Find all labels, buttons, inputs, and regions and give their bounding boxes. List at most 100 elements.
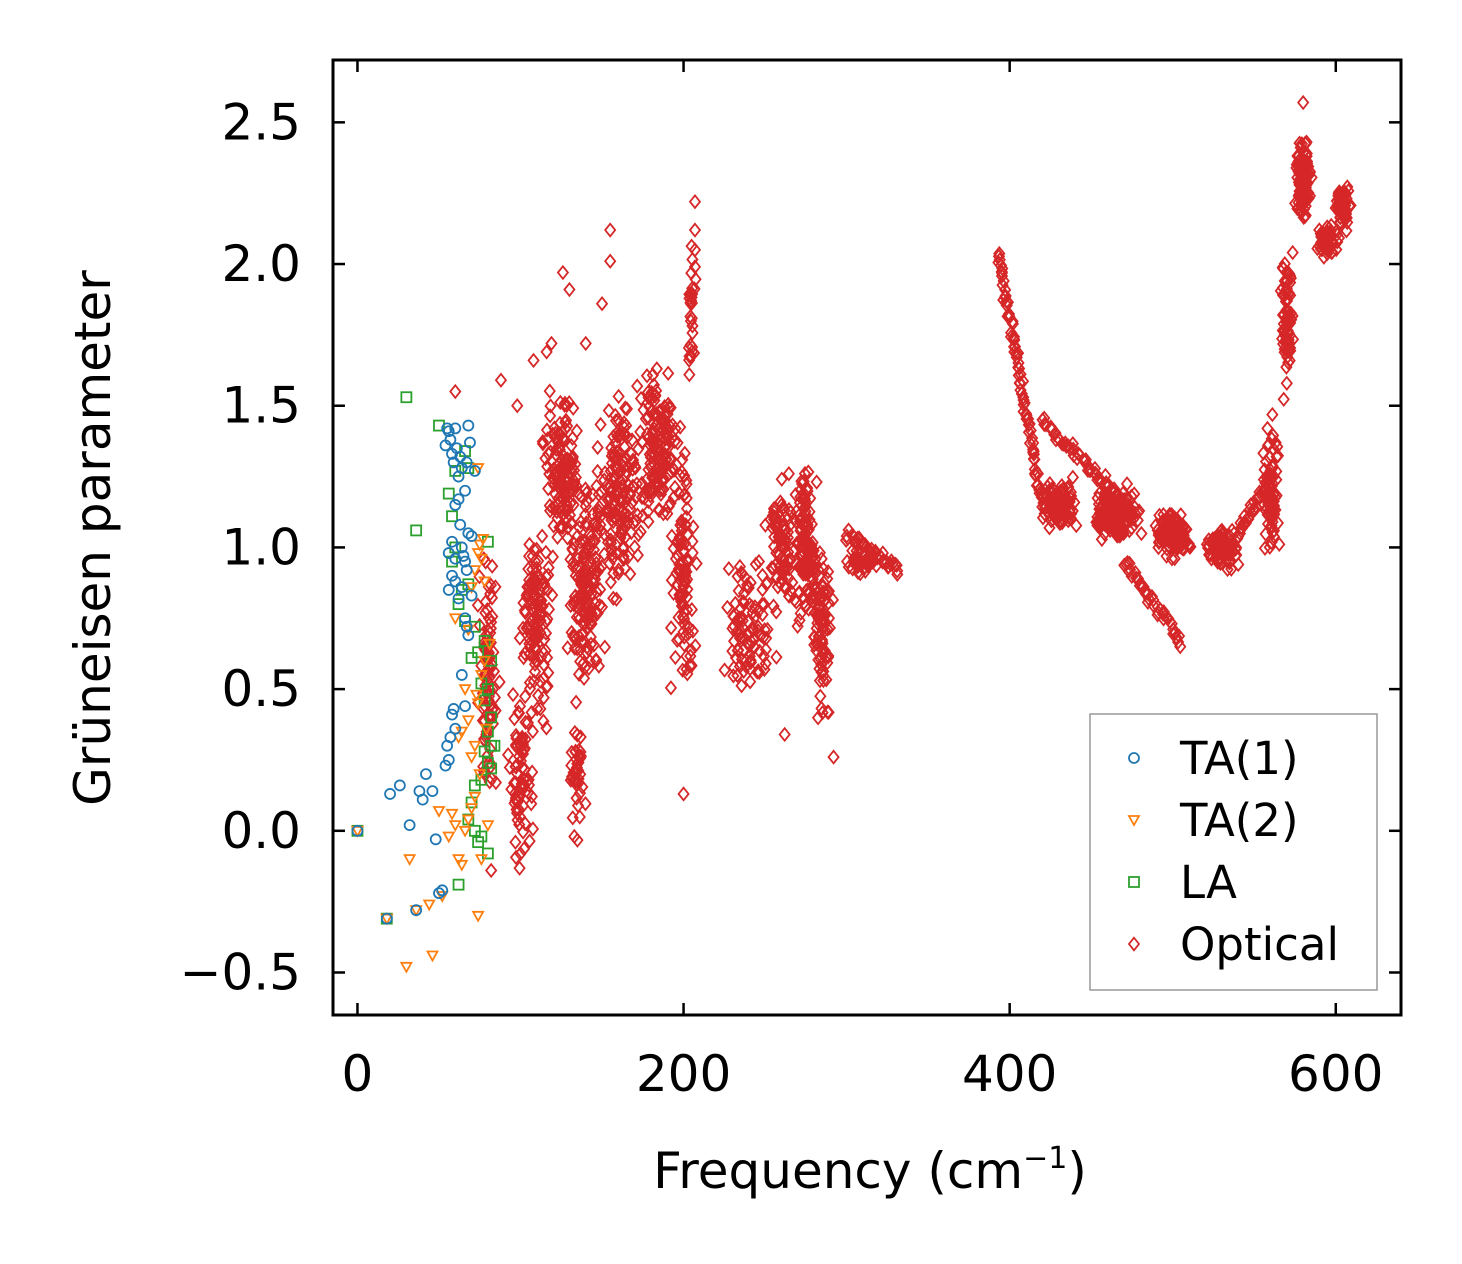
- data-point-optical: [1282, 304, 1295, 320]
- data-point-optical: [1064, 441, 1077, 457]
- data-point-optical: [614, 427, 627, 443]
- data-point-optical: [732, 627, 746, 643]
- data-point-la: [462, 462, 475, 474]
- data-point-optical: [539, 625, 553, 641]
- data-point-optical: [686, 623, 700, 639]
- data-point-ta-2-: [478, 655, 492, 668]
- data-point-optical: [814, 607, 827, 624]
- data-point-optical: [601, 534, 615, 551]
- data-point-optical: [821, 564, 835, 580]
- data-point-optical: [1292, 159, 1306, 175]
- data-point-optical: [823, 620, 836, 636]
- data-point-optical: [526, 821, 540, 837]
- data-point-optical: [538, 631, 551, 647]
- data-point-ta-2-: [452, 854, 466, 866]
- data-point-optical: [631, 547, 644, 563]
- data-point-optical: [634, 390, 648, 407]
- data-point-optical: [789, 513, 803, 530]
- data-point-optical: [513, 816, 526, 833]
- data-point-optical: [544, 444, 557, 460]
- data-point-optical: [559, 470, 572, 486]
- data-point-optical: [749, 556, 762, 572]
- data-point-optical: [689, 638, 702, 654]
- data-point-optical: [678, 486, 691, 502]
- data-point-ta-1-: [426, 785, 439, 798]
- data-point-optical: [1340, 223, 1353, 239]
- data-point-optical: [547, 461, 561, 477]
- data-point-optical: [661, 505, 674, 522]
- data-point-optical: [536, 528, 549, 544]
- data-point-optical: [512, 801, 525, 818]
- data-point-optical: [1099, 477, 1112, 494]
- data-point-optical: [784, 552, 798, 568]
- data-point-optical: [995, 268, 1009, 284]
- legend-marker-la: [1128, 876, 1140, 888]
- data-point-optical: [542, 665, 555, 681]
- data-point-optical: [579, 335, 592, 352]
- data-point-optical: [688, 259, 702, 275]
- data-point-optical: [997, 273, 1010, 289]
- data-point-optical: [1066, 469, 1079, 486]
- data-point-optical: [534, 649, 548, 666]
- data-point-optical: [1262, 436, 1275, 453]
- data-point-ta-1-: [446, 708, 458, 721]
- data-point-la: [400, 391, 413, 404]
- data-point-optical: [740, 652, 753, 669]
- data-point-ta-2-: [473, 539, 487, 552]
- data-point-optical: [817, 560, 830, 577]
- data-point-optical: [851, 564, 865, 581]
- data-point-optical: [579, 796, 592, 812]
- data-point-ta-1-: [452, 592, 465, 605]
- data-point-ta-1-: [462, 527, 475, 540]
- data-point-optical: [749, 608, 762, 624]
- data-point-optical: [635, 475, 649, 491]
- data-point-optical: [665, 572, 679, 588]
- data-point-optical: [615, 522, 629, 539]
- data-point-optical: [1014, 366, 1027, 382]
- data-point-optical: [523, 833, 536, 849]
- data-point-optical: [1050, 503, 1064, 520]
- data-point-optical: [841, 530, 854, 547]
- data-point-optical: [1176, 541, 1189, 557]
- data-point-optical: [626, 461, 639, 477]
- data-point-optical: [576, 533, 589, 549]
- legend-label: LA: [1180, 856, 1237, 909]
- data-point-optical: [684, 348, 697, 365]
- data-point-optical: [664, 400, 677, 416]
- data-point-optical: [1036, 499, 1049, 515]
- data-point-optical: [1269, 434, 1282, 451]
- data-point-optical: [591, 463, 604, 480]
- data-point-optical: [546, 500, 559, 516]
- data-point-optical: [606, 550, 619, 566]
- data-point-optical: [657, 506, 670, 522]
- data-point-optical: [651, 461, 664, 477]
- data-point-optical: [509, 758, 522, 775]
- data-point-optical: [479, 594, 492, 610]
- data-point-optical: [577, 670, 591, 686]
- data-point-optical: [488, 689, 502, 706]
- data-point-optical: [610, 444, 623, 460]
- data-point-ta-2-: [474, 553, 488, 566]
- data-point-optical: [680, 661, 693, 677]
- data-point-optical: [511, 398, 524, 414]
- data-point-optical: [741, 634, 755, 650]
- data-point-optical: [677, 597, 690, 613]
- data-point-optical: [513, 808, 526, 825]
- data-point-ta-1-: [444, 433, 457, 446]
- data-point-optical: [687, 519, 700, 535]
- data-point-ta-1-: [459, 700, 471, 713]
- data-point-optical: [641, 503, 655, 520]
- data-point-ta-2-: [435, 891, 449, 903]
- data-point-optical: [1286, 244, 1299, 261]
- data-point-optical: [572, 742, 586, 758]
- data-point-optical: [589, 652, 603, 668]
- data-point-optical: [677, 786, 690, 802]
- data-point-ta-1-: [442, 425, 455, 438]
- data-point-optical: [1027, 446, 1041, 462]
- data-point-optical: [802, 548, 815, 565]
- data-point-ta-1-: [465, 589, 478, 602]
- data-point-optical: [784, 582, 797, 599]
- data-point-optical: [570, 423, 584, 439]
- data-point-optical: [651, 408, 664, 424]
- data-point-optical: [743, 674, 757, 690]
